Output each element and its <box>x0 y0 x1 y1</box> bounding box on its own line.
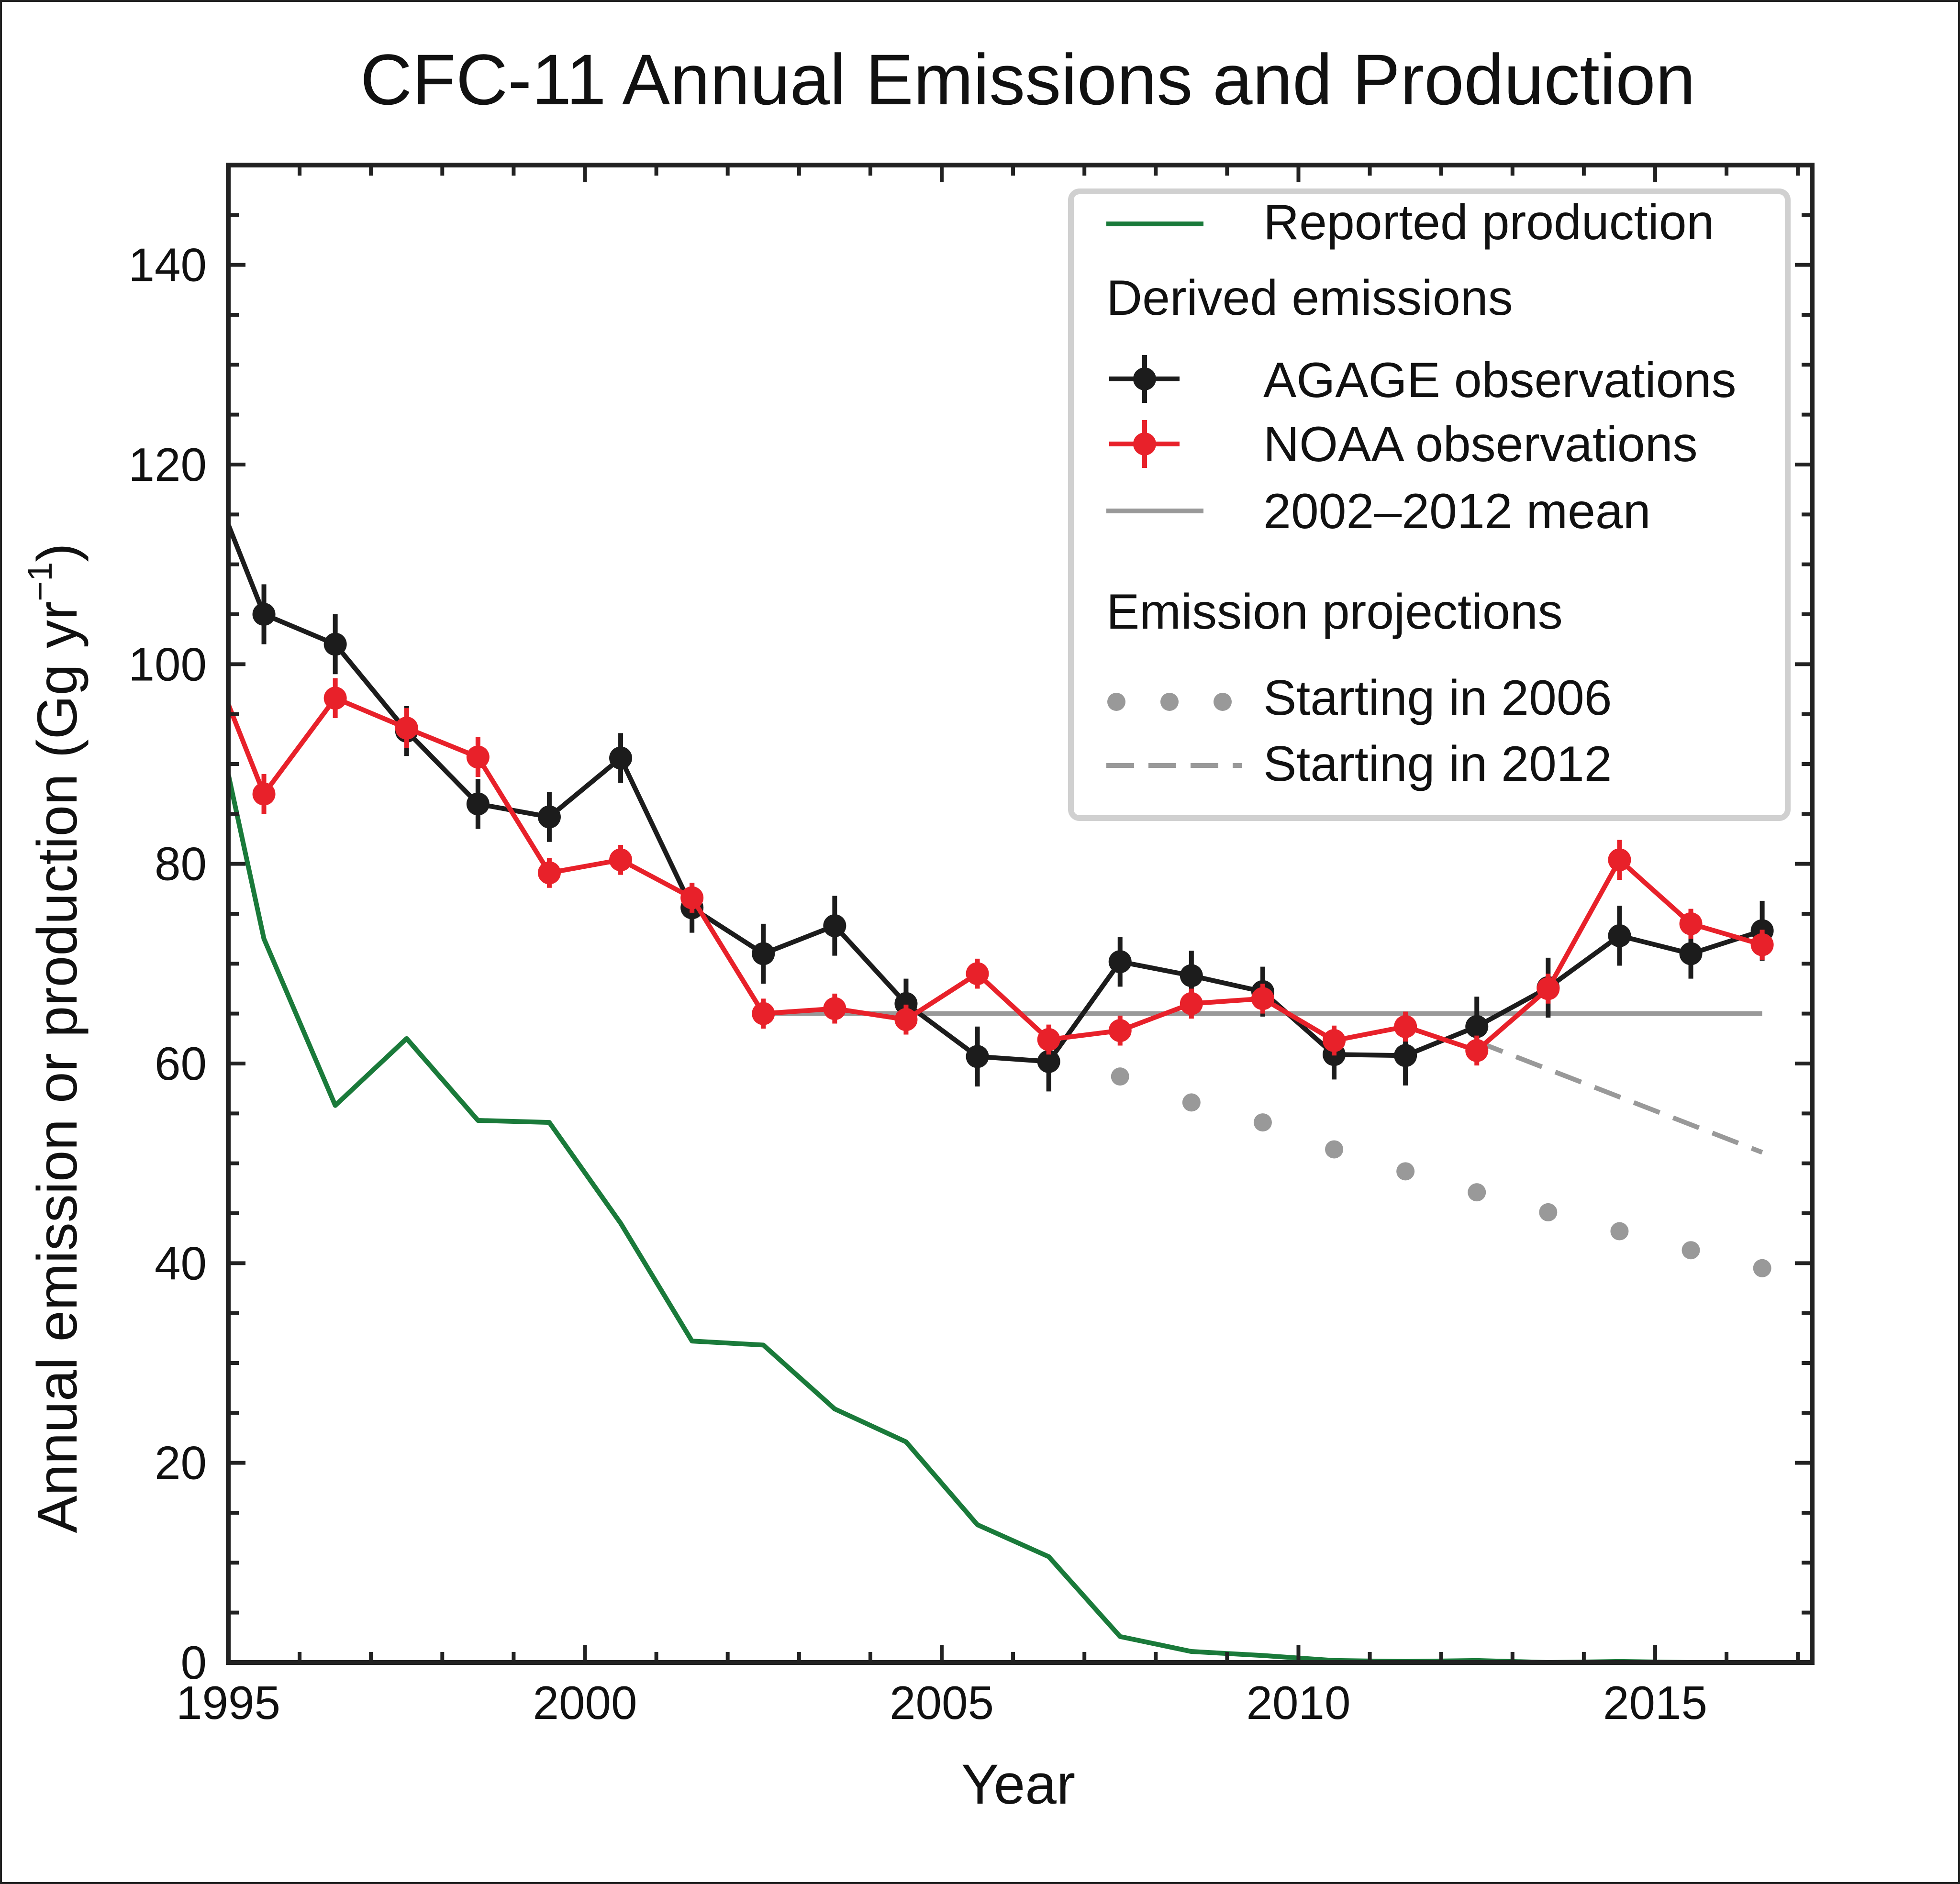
agage-point-2007.5 <box>1108 950 1132 974</box>
agage-point-2008.5 <box>1180 964 1203 987</box>
projection-2006-dot-2013.5 <box>1539 1203 1558 1221</box>
y-tick-label-120: 120 <box>128 438 207 491</box>
projection-2006-dot-2015.5 <box>1682 1241 1700 1260</box>
agage-point-2004.5 <box>894 992 918 1015</box>
noaa-point-2013.5 <box>1537 977 1560 1000</box>
legend-heading-projections: Emission projections <box>1106 584 1563 640</box>
noaa-point-2010.5 <box>1323 1029 1346 1053</box>
legend-swatch-noaa-marker <box>1133 432 1156 455</box>
x-tick-label-2015: 2015 <box>1603 1676 1707 1729</box>
axes: 1995 2000 2005 2010 2015 0 20 40 60 80 100 120 140 <box>128 163 1815 1729</box>
legend-label-mean: 2002–2012 mean <box>1263 484 1651 539</box>
projection-2006-dot-2007.5 <box>1111 1067 1129 1086</box>
noaa-point-2008.5 <box>1180 992 1203 1015</box>
legend-label-proj2012: Starting in 2012 <box>1263 736 1612 792</box>
noaa-point-1999.5 <box>537 861 561 885</box>
noaa-point-2006.5 <box>1037 1028 1060 1051</box>
agage-point-1996.5 <box>323 632 347 656</box>
projection-2006-dot-2014.5 <box>1610 1222 1629 1241</box>
chart-title: CFC-11 Annual Emissions and Production <box>360 39 1695 120</box>
svg-text:Annual emission or production: Annual emission or production (Gg yr−1) <box>21 543 89 1533</box>
noaa-point-2011.5 <box>1394 1015 1417 1038</box>
y-axis-title: Annual emission or production (Gg yr−1) <box>21 543 89 1533</box>
noaa-point-2005.5 <box>966 962 989 986</box>
noaa-point-1997.5 <box>395 716 418 740</box>
legend-swatch-proj2006-dot-3 <box>1214 693 1232 711</box>
x-axis-title: Year <box>961 1753 1075 1816</box>
projection-2006-dot-2010.5 <box>1325 1140 1344 1159</box>
noaa-point-2009.5 <box>1251 987 1274 1010</box>
y-tick-label-40: 40 <box>155 1237 207 1289</box>
agage-point-2012.5 <box>1465 1015 1489 1038</box>
noaa-point-2003.5 <box>823 997 846 1020</box>
legend-swatch-proj2006-dot-2 <box>1160 693 1179 711</box>
projection-2006-dot-2011.5 <box>1396 1162 1415 1181</box>
y-tick-label-140: 140 <box>128 239 207 291</box>
y-tick-label-60: 60 <box>155 1037 207 1090</box>
y-tick-label-0: 0 <box>180 1636 207 1689</box>
x-tick-label-2000: 2000 <box>533 1676 637 1729</box>
legend-label-production: Reported production <box>1263 195 1714 250</box>
x-tick-label-2010: 2010 <box>1246 1676 1350 1729</box>
noaa-point-2016.5 <box>1750 933 1774 956</box>
y-tick-label-20: 20 <box>155 1437 207 1489</box>
agage-point-2002.5 <box>752 942 775 965</box>
agage-point-2011.5 <box>1394 1044 1417 1067</box>
legend-label-noaa: NOAA observations <box>1263 417 1698 472</box>
y-tick-label-100: 100 <box>128 638 207 690</box>
y-tick-label-80: 80 <box>155 838 207 890</box>
agage-point-2000.5 <box>609 746 633 770</box>
projection-2006-dot-2009.5 <box>1253 1113 1272 1132</box>
noaa-point-2001.5 <box>680 886 704 909</box>
agage-point-2015.5 <box>1679 942 1703 965</box>
x-tick-label-2005: 2005 <box>890 1676 994 1729</box>
agage-point-1995.5 <box>252 603 276 626</box>
agage-point-2003.5 <box>823 914 846 938</box>
legend-box <box>1068 188 1791 821</box>
y-axis-title-text: Annual emission or production (Gg yr <box>26 601 89 1533</box>
projection-2006-dot-2012.5 <box>1468 1183 1486 1202</box>
projection-2012-line <box>1476 1039 1763 1155</box>
legend-heading-derived: Derived emissions <box>1106 270 1513 326</box>
agage-point-2014.5 <box>1608 924 1631 947</box>
y-axis-title-superscript: −1 <box>21 562 59 601</box>
noaa-point-2012.5 <box>1465 1039 1489 1062</box>
legend: Reported production Derived emissions AG… <box>1068 188 1791 821</box>
noaa-point-2007.5 <box>1108 1019 1132 1042</box>
agage-point-1998.5 <box>466 792 490 816</box>
noaa-point-2004.5 <box>894 1008 918 1031</box>
agage-point-2006.5 <box>1037 1050 1060 1073</box>
legend-swatch-proj2006-dot-1 <box>1107 693 1125 711</box>
noaa-point-1996.5 <box>323 687 347 710</box>
noaa-point-2002.5 <box>752 1002 775 1025</box>
agage-point-2005.5 <box>966 1045 989 1068</box>
x-tick-label-1995: 1995 <box>176 1676 280 1729</box>
noaa-point-1995.5 <box>252 782 276 806</box>
legend-swatch-agage-marker <box>1133 367 1156 390</box>
legend-label-agage: AGAGE observations <box>1263 353 1736 408</box>
noaa-point-2014.5 <box>1608 848 1631 872</box>
projection-2006-dot-2008.5 <box>1182 1093 1201 1112</box>
noaa-point-2015.5 <box>1679 912 1703 935</box>
agage-point-1999.5 <box>537 805 561 829</box>
noaa-point-1998.5 <box>466 745 490 769</box>
y-axis-title-close: ) <box>26 543 89 562</box>
legend-label-proj2006: Starting in 2006 <box>1263 670 1612 726</box>
noaa-point-2000.5 <box>609 848 633 872</box>
projection-2006-dot-2016.5 <box>1753 1259 1771 1277</box>
plot-area <box>226 523 1774 1665</box>
